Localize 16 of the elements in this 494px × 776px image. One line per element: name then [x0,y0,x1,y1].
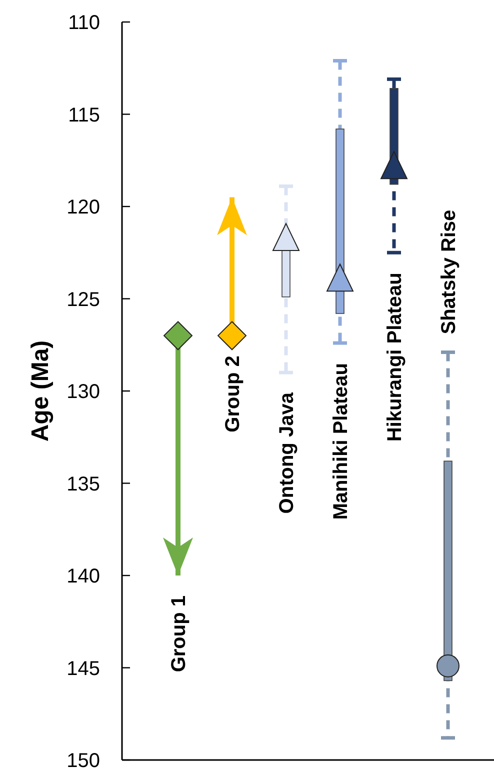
x-tick-label: Shatsky Rise [438,210,460,334]
x-tick-label: Group 1 [168,596,190,672]
x-tick-label: Group 2 [222,356,244,432]
x-tick-label: Ontong Java [276,392,298,514]
y-tick-label: 120 [66,196,100,218]
y-axis-title: Age (Ma) [27,340,54,442]
y-tick-label: 145 [66,658,100,680]
x-tick-label: Hikurangi Plateau [384,272,406,442]
y-tick-label: 130 [66,381,100,403]
y-tick-label: 125 [66,288,100,311]
y-tick-label: 140 [66,566,100,588]
y-tick-label: 115 [68,104,100,126]
y-tick-label: 135 [66,473,100,496]
y-tick-label: 110 [68,12,100,34]
y-tick-label: 150 [66,750,100,772]
x-tick-label: Manihiki Plateau [330,363,352,520]
